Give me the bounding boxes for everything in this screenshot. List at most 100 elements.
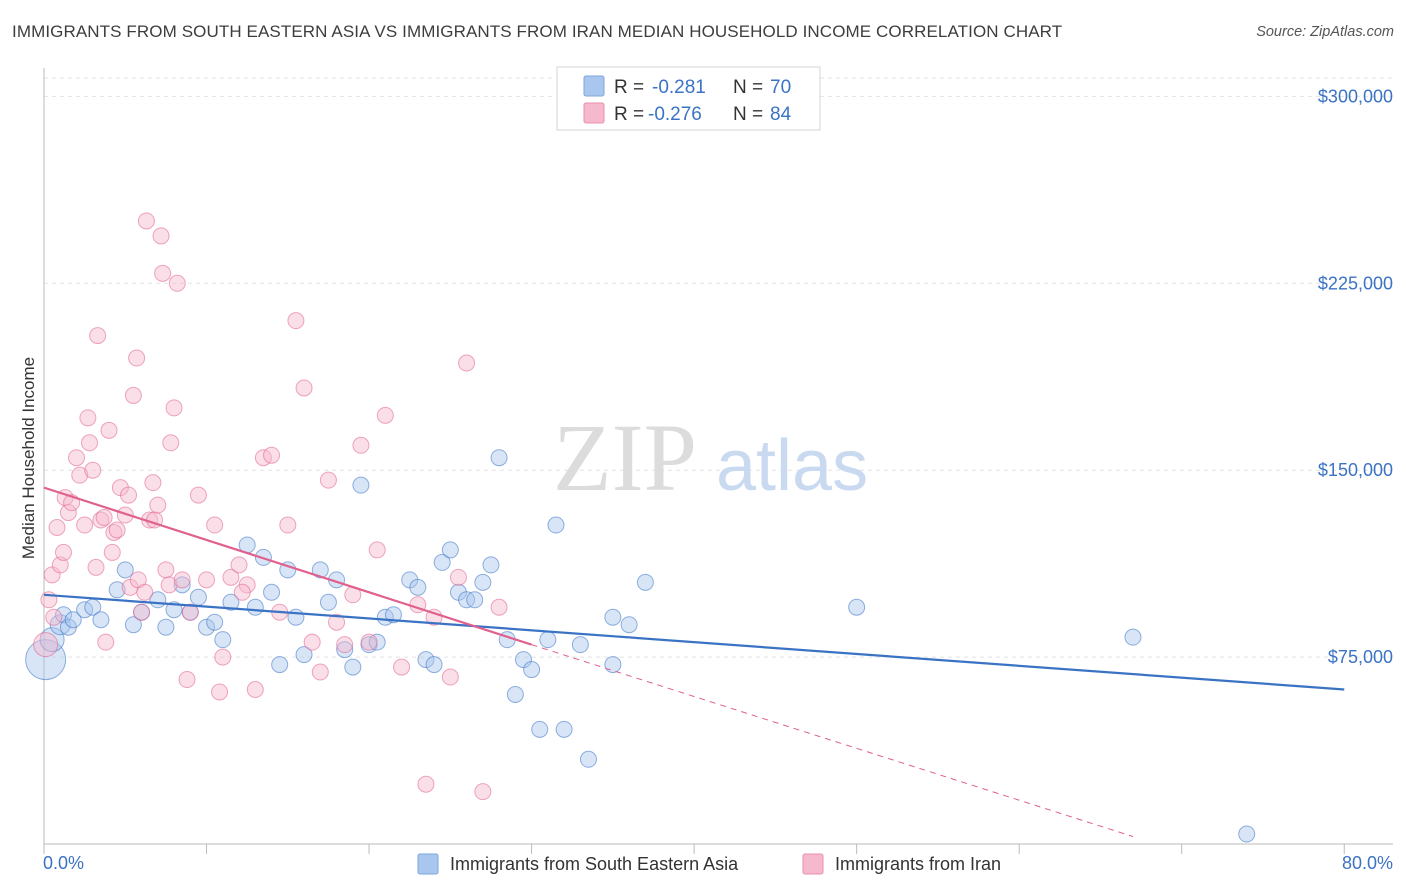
data-point [384, 606, 402, 624]
trend-line-pink [43, 486, 532, 646]
data-point [68, 449, 86, 467]
legend-r-label-1: R = [614, 77, 644, 98]
bottom-legend: Immigrants from South Eastern Asia Immig… [417, 853, 1001, 875]
data-point [152, 227, 170, 245]
data-point [449, 568, 467, 586]
trend-line-extension [531, 644, 1134, 838]
data-point [604, 608, 622, 626]
data-point [336, 636, 354, 654]
data-point [198, 618, 216, 636]
data-point [425, 656, 443, 674]
data-point [76, 516, 94, 534]
data-point [352, 436, 370, 454]
data-point [311, 663, 329, 681]
data-point [97, 633, 115, 651]
data-point [458, 354, 476, 372]
legend-r-label-2: R = [614, 104, 644, 125]
data-point [441, 668, 459, 686]
data-point [144, 474, 162, 492]
bottom-legend-swatch-pink [802, 853, 824, 875]
data-point [87, 558, 105, 576]
data-point [79, 409, 97, 427]
data-point [89, 327, 107, 345]
data-point [222, 568, 240, 586]
data-point [181, 603, 199, 621]
data-point [137, 212, 155, 230]
data-point [246, 680, 264, 698]
data-point [116, 506, 134, 524]
data-point [287, 312, 305, 330]
y-tick-label: $75,000 [1328, 647, 1393, 667]
data-point [162, 434, 180, 452]
data-point [206, 613, 224, 631]
data-point [173, 571, 191, 589]
data-point [33, 632, 59, 658]
data-point [128, 349, 146, 367]
legend-n-value-1: 70 [770, 77, 791, 98]
data-point [222, 593, 240, 611]
data-point [45, 608, 63, 626]
data-point [149, 496, 167, 514]
data-point [417, 775, 435, 793]
legend-r-value-2: -0.276 [648, 104, 702, 125]
data-point [246, 598, 264, 616]
bottom-legend-label-1: Immigrants from South Eastern Asia [450, 854, 739, 874]
data-point [95, 509, 113, 527]
data-point [474, 783, 492, 801]
data-point [100, 421, 118, 439]
data-point [173, 576, 191, 594]
data-point [263, 583, 281, 601]
grid-lines [44, 77, 1393, 658]
legend-swatch-blue [583, 75, 605, 97]
data-point [124, 616, 142, 634]
data-point [352, 476, 370, 494]
bottom-legend-label-2: Immigrants from Iran [835, 854, 1001, 874]
data-point [120, 486, 138, 504]
y-tick-label: $150,000 [1318, 460, 1393, 480]
data-point [490, 598, 508, 616]
data-point [336, 641, 354, 659]
data-point [287, 608, 305, 626]
data-point [206, 516, 224, 534]
data-point [198, 571, 216, 589]
x-tick-label-max: 80.0% [1342, 853, 1393, 873]
series-layer [25, 212, 1345, 843]
data-point [64, 611, 82, 629]
data-point [136, 583, 154, 601]
source-label: Source: ZipAtlas.com [1256, 24, 1394, 40]
data-point [84, 461, 102, 479]
data-point [360, 633, 378, 651]
data-point [344, 658, 362, 676]
data-point [409, 578, 427, 596]
data-point [263, 446, 281, 464]
data-point [39, 627, 65, 653]
data-point [1238, 825, 1256, 843]
axes [43, 68, 1393, 854]
data-point [211, 683, 229, 701]
data-point [81, 434, 99, 452]
data-point [103, 543, 121, 561]
data-point [531, 720, 549, 738]
series-south-eastern-asia [25, 449, 1256, 843]
data-point [160, 576, 178, 594]
data-point [311, 561, 329, 579]
data-point [279, 516, 297, 534]
data-point [189, 588, 207, 606]
data-point [328, 613, 346, 631]
data-point [214, 631, 232, 649]
data-point [539, 631, 557, 649]
y-tick-label: $225,000 [1318, 273, 1393, 293]
data-point [466, 591, 484, 609]
data-point [482, 556, 500, 574]
data-point [108, 581, 126, 599]
data-point [490, 449, 508, 467]
data-point [303, 633, 321, 651]
legend-r-value-1: -0.281 [652, 77, 706, 98]
y-axis-title: Median Household Income [19, 357, 38, 559]
data-point [214, 648, 232, 666]
data-point [368, 541, 386, 559]
x-tick-label-min: 0.0% [43, 853, 84, 873]
data-point [116, 561, 134, 579]
data-point [547, 516, 565, 534]
